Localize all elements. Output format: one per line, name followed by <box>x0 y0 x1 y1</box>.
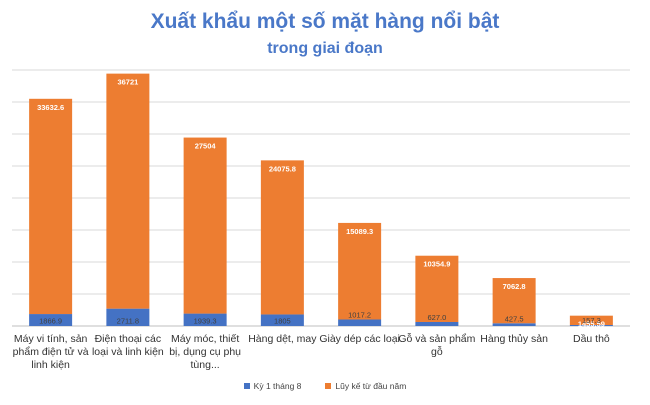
bar-series2 <box>29 98 73 315</box>
data-label-series2: 33632.6 <box>37 103 64 112</box>
category-label: Máy móc, thiết <box>171 333 239 345</box>
data-label-series1: 627.0 <box>427 313 446 322</box>
category-label: Gỗ và sản phẩm <box>398 332 475 345</box>
data-label-series1: 427.5 <box>505 314 524 323</box>
category-label: tùng... <box>191 359 220 371</box>
bar-series1 <box>260 314 304 326</box>
data-label-series1: 1017.2 <box>348 310 371 319</box>
bar-series2 <box>492 278 536 324</box>
data-label-series1: 157.3 <box>582 316 601 325</box>
data-label-series2: 7062.8 <box>503 282 526 291</box>
category-label: Điện thoại các <box>95 333 162 345</box>
bar-series1 <box>415 321 459 326</box>
category-label: bị, dụng cụ phụ <box>169 346 241 358</box>
bar-series2 <box>183 137 227 314</box>
category-label: Giày dép các loại <box>319 333 400 345</box>
data-label-series1: 1805 <box>274 317 291 326</box>
data-label-series2: 15089.3 <box>346 227 373 236</box>
bar-series2 <box>415 255 459 322</box>
data-label-series1: 1939.3 <box>194 317 217 326</box>
bar-series2 <box>338 222 382 320</box>
data-label-series1: 1866.9 <box>39 317 62 326</box>
chart-subtitle: trong giai đoạn <box>267 40 383 57</box>
category-label: Hàng thủy sản <box>480 333 548 345</box>
data-label-series2: 24075.8 <box>269 164 296 173</box>
legend-label-series2: Lũy kế từ đầu năm <box>335 381 407 391</box>
bar-series2 <box>106 73 150 309</box>
legend-item-series2: Lũy kế từ đầu năm <box>325 381 406 391</box>
category-label: loại và linh kiện <box>92 346 164 358</box>
bar-series1 <box>492 323 536 326</box>
chart-title: Xuất khẩu một số mặt hàng nổi bật <box>150 10 500 33</box>
category-label: Máy vi tính, sản <box>14 333 88 345</box>
category-label: phẩm điện tử và <box>13 346 89 358</box>
bar-series1 <box>338 319 382 326</box>
data-label-series2: 1455.59 <box>578 320 605 329</box>
bar-series2 <box>569 315 613 325</box>
bar-series1 <box>183 313 227 326</box>
bar-series1 <box>29 314 73 326</box>
data-label-series2: 10354.9 <box>423 260 450 269</box>
category-label: gỗ <box>431 345 443 358</box>
legend-swatch-series2 <box>325 383 332 389</box>
legend-label-series1: Kỳ 1 tháng 8 <box>253 381 302 391</box>
bar-series2 <box>260 160 304 315</box>
bar-series1 <box>106 308 150 326</box>
category-label: Hàng dệt, may <box>248 333 317 345</box>
legend-swatch-series1 <box>243 383 250 389</box>
category-label: linh kiện <box>31 359 70 371</box>
data-label-series1: 2711.8 <box>117 317 139 326</box>
category-label: Dầu thô <box>573 333 610 345</box>
bar-series1 <box>569 324 613 326</box>
data-label-series2: 27504 <box>195 142 217 151</box>
data-label-series2: 36721 <box>117 78 138 87</box>
legend: Kỳ 1 tháng 8 Lũy kế từ đầu năm <box>0 381 650 391</box>
legend-item-series1: Kỳ 1 tháng 8 <box>243 381 302 391</box>
